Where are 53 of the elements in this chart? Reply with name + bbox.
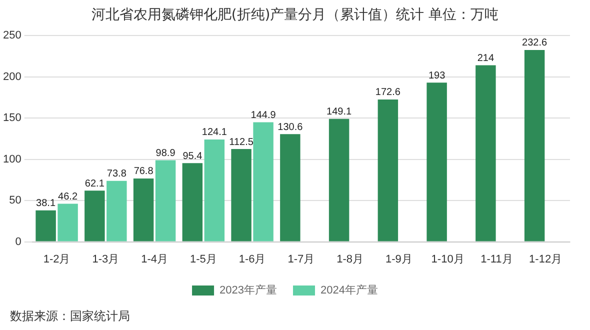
data-label: 76.8 (134, 166, 154, 178)
data-label: 193 (428, 70, 446, 82)
bar (204, 139, 225, 242)
data-label: 46.2 (58, 191, 78, 202)
y-tick-label: 250 (2, 30, 22, 42)
x-tick-label: 1-3月 (92, 253, 120, 266)
bar (182, 163, 203, 242)
x-tick-label: 1-7月 (288, 253, 315, 266)
data-label: 73.8 (106, 168, 127, 180)
x-tick-label: 1-8月 (336, 253, 364, 266)
data-label: 95.4 (182, 150, 203, 162)
x-tick-label: 1-9月 (385, 253, 412, 266)
legend-label: 2023年产量 (220, 284, 278, 297)
data-label: 214 (477, 53, 494, 64)
bar (476, 65, 496, 242)
bar (36, 210, 56, 242)
bar (524, 50, 545, 242)
bar (280, 134, 300, 242)
bar (328, 118, 350, 242)
x-tick-label: 1-10月 (431, 253, 464, 266)
x-tick-label: 1-11月 (480, 253, 513, 266)
x-tick-label: 1-4月 (141, 253, 168, 266)
source-note: 数据来源：国家统计局 (10, 308, 130, 325)
data-label: 112.5 (229, 136, 254, 148)
y-tick-label: 150 (2, 112, 22, 124)
data-label: 130.6 (278, 122, 304, 133)
x-tick-label: 1-2月 (43, 253, 70, 266)
bar (253, 122, 274, 242)
y-tick-label: 50 (9, 194, 22, 207)
data-label: 144.9 (250, 110, 276, 122)
data-label: 232.6 (522, 38, 548, 49)
data-label: 172.6 (375, 87, 401, 98)
y-tick-label: 0 (15, 236, 22, 248)
x-tick-label: 1-12月 (529, 253, 562, 266)
bar (58, 204, 78, 242)
y-tick-label: 200 (2, 70, 22, 83)
bar (426, 82, 447, 242)
bar (133, 178, 154, 242)
legend-label: 2024年产量 (320, 284, 378, 297)
data-label: 149.1 (326, 106, 352, 118)
x-tick-label: 1-5月 (190, 253, 217, 266)
bar (155, 160, 176, 242)
data-label: 38.1 (36, 198, 56, 210)
y-tick-label: 100 (2, 153, 22, 166)
data-label: 62.1 (84, 178, 105, 190)
data-label: 124.1 (202, 127, 228, 138)
data-label: 98.9 (156, 148, 176, 159)
chart-title: 河北省农用氮磷钾化肥(折纯)产量分月（累计值）统计 单位：万吨 (90, 6, 500, 24)
bar (378, 99, 398, 242)
bar (84, 190, 105, 242)
bar (106, 180, 127, 242)
bar (231, 149, 252, 242)
x-tick-label: 1-6月 (238, 253, 266, 266)
